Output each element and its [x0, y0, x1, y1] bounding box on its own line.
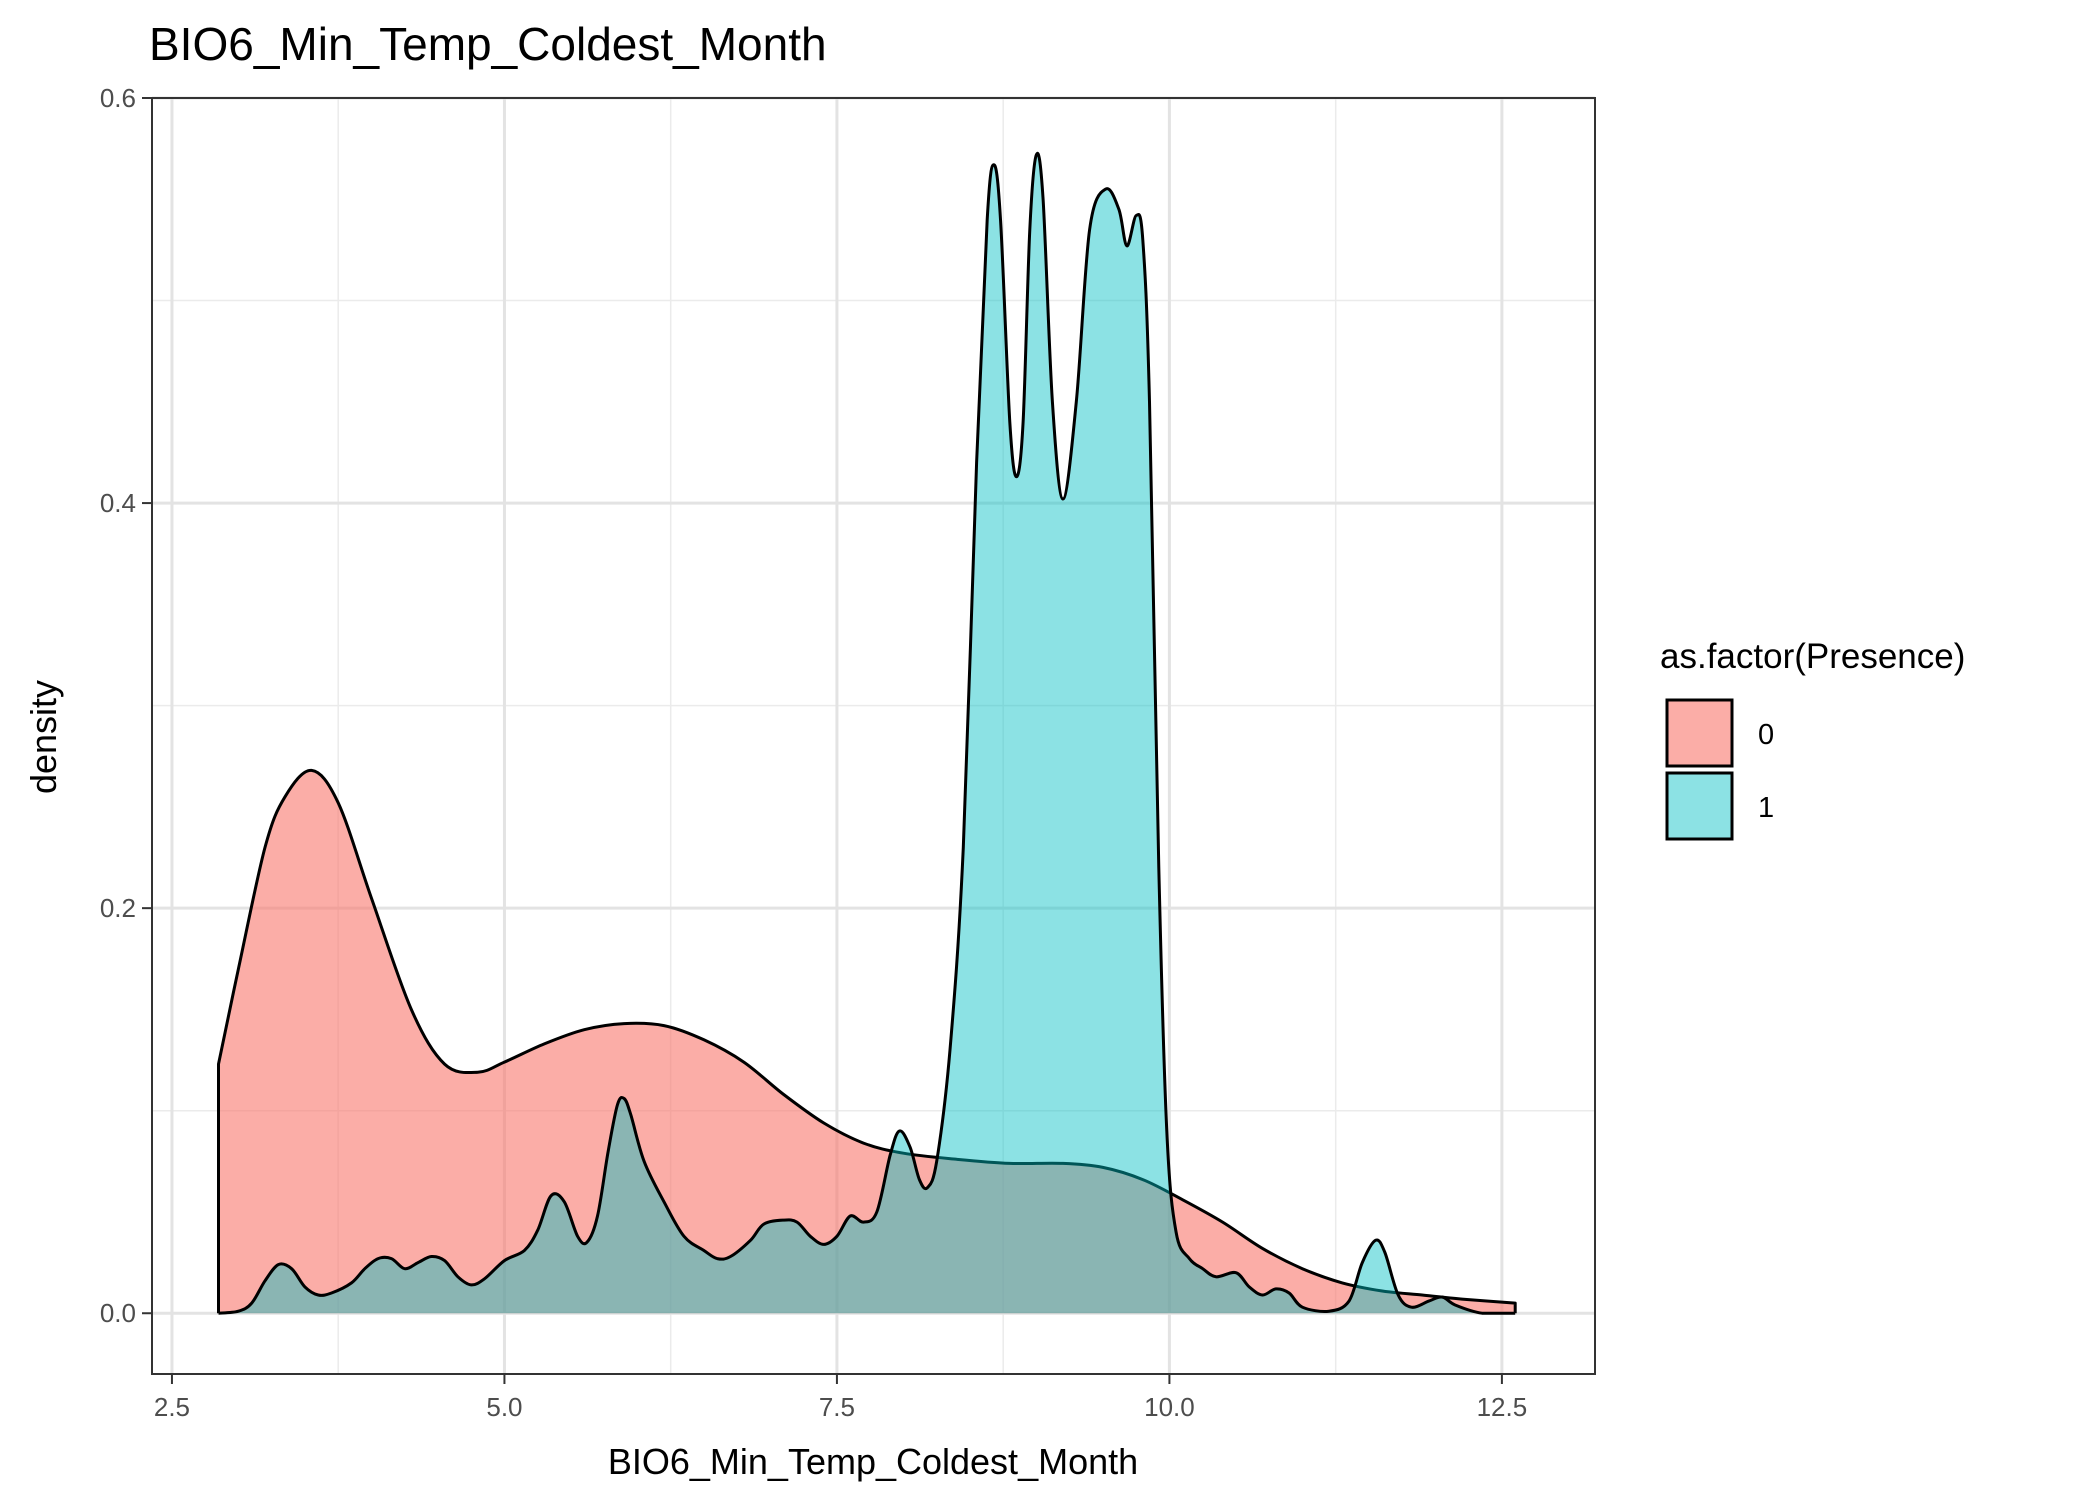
plot-border — [151, 97, 1596, 1375]
x-tick-label: 5.0 — [486, 1392, 522, 1422]
legend-key-0 — [1665, 698, 1734, 768]
legend-key-1 — [1665, 771, 1734, 841]
y-axis-title: density — [23, 680, 64, 794]
legend-label-1: 1 — [1758, 792, 1774, 824]
x-tick-label: 12.5 — [1477, 1392, 1528, 1422]
density-line-1 — [218, 151, 1516, 1315]
y-tick-label: 0.6 — [100, 83, 136, 113]
density-area-0 — [218, 770, 1516, 1314]
axis-ticks: 2.5 5.0 7.5 10.0 12.5 0.0 0.2 0.4 0.6 — [100, 83, 1527, 1422]
x-tick-label: 2.5 — [154, 1392, 190, 1422]
x-tick-label: 10.0 — [1144, 1392, 1195, 1422]
density-areas — [217, 151, 1517, 1315]
legend-label-0: 0 — [1758, 719, 1774, 751]
chart-title: BIO6_Min_Temp_Coldest_Month — [149, 18, 827, 70]
density-line-0 — [217, 768, 1517, 1314]
x-axis-title: BIO6_Min_Temp_Coldest_Month — [608, 1441, 1138, 1482]
legend-title: as.factor(Presence) — [1660, 637, 1965, 676]
y-tick-label: 0.0 — [100, 1298, 136, 1328]
x-tick-label: 7.5 — [819, 1392, 855, 1422]
legend: as.factor(Presence) 0 1 — [1660, 637, 1965, 841]
y-tick-label: 0.2 — [100, 893, 136, 923]
y-tick-label: 0.4 — [100, 488, 136, 518]
